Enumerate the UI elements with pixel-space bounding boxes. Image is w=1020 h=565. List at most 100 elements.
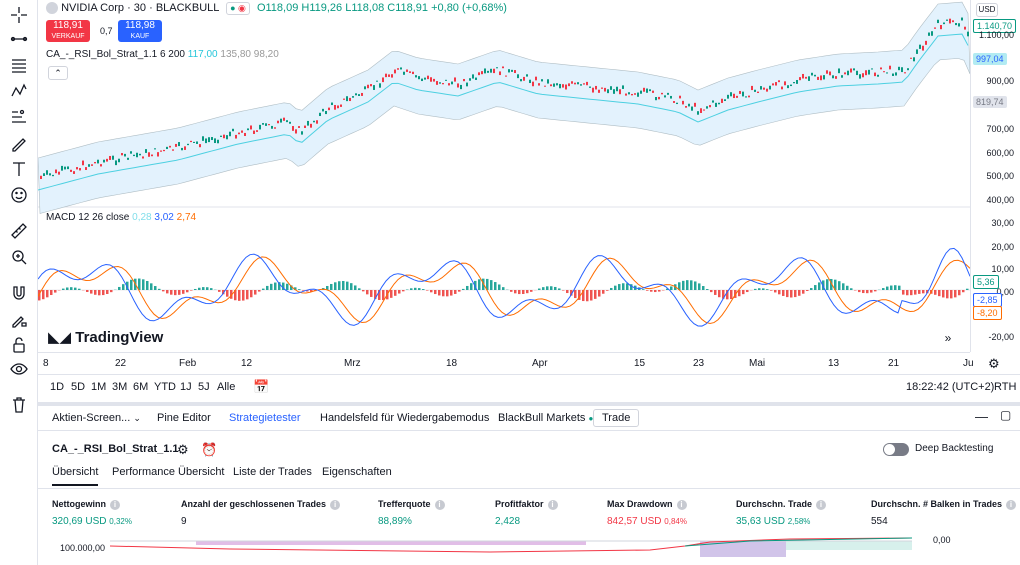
collapse-legend-button[interactable]: ⌃ <box>48 66 68 80</box>
macd-hist-bar <box>774 290 777 293</box>
alert-clock-icon[interactable]: ⏰ <box>201 442 218 457</box>
macd-hist-bar <box>330 283 333 290</box>
strategy-legend[interactable]: CA_-_RSI_Bol_Strat_1.1 6 200 117,00 135,… <box>46 49 279 60</box>
range-1m[interactable]: 1M <box>91 381 107 393</box>
macd-hist-bar <box>710 290 713 293</box>
info-icon[interactable]: i <box>676 499 687 510</box>
chart-settings-icon[interactable]: ⚙ <box>988 356 1000 371</box>
zoom-icon[interactable] <box>7 246 31 268</box>
candle <box>67 166 69 170</box>
macd-hist-bar <box>818 282 821 290</box>
info-icon[interactable]: i <box>330 499 341 510</box>
subtab-trades[interactable]: Liste der Trades <box>233 466 312 478</box>
macd-hist-bar <box>146 281 149 290</box>
subtab-performance[interactable]: Performance Übersicht <box>112 466 225 478</box>
tab-pine-editor[interactable]: Pine Editor <box>157 412 211 424</box>
symbol-name[interactable]: NVIDIA Corp · 30 · BLACKBULL <box>61 2 219 14</box>
range-3m[interactable]: 3M <box>112 381 128 393</box>
info-icon[interactable]: i <box>110 499 120 510</box>
candle <box>82 160 84 166</box>
minimize-panel-icon[interactable]: — <box>975 409 988 424</box>
candle <box>283 117 285 121</box>
range-ytd[interactable]: YTD <box>154 381 176 393</box>
trend-line-icon[interactable] <box>7 28 31 50</box>
market-status-badge[interactable]: ● ◉ <box>226 2 250 15</box>
macd-hist-bar <box>650 290 653 292</box>
candle <box>934 27 936 29</box>
stat-value: 842,57 USD <box>607 515 662 527</box>
price-label: 600,00 <box>986 148 1014 158</box>
sell-button[interactable]: 118,91 VERKAUF <box>46 20 90 42</box>
forecast-icon[interactable] <box>7 106 31 128</box>
range-5d[interactable]: 5D <box>71 381 86 393</box>
candle <box>895 72 897 76</box>
session-toggle[interactable]: RTH <box>994 381 1017 393</box>
time-label: 21 <box>888 358 900 369</box>
candle <box>340 104 342 107</box>
magnet-icon[interactable] <box>7 282 31 304</box>
price-scale[interactable]: USD 1.140,70 1.100,00 997,04 900,00 819,… <box>970 0 1020 352</box>
macd-hist-bar <box>458 290 461 292</box>
tab-replay-trading[interactable]: Handelsfeld für Wiedergabemodus <box>320 412 490 424</box>
date-range-calendar-icon[interactable]: 📅 <box>253 379 270 394</box>
emoji-icon[interactable] <box>7 184 31 206</box>
candle <box>301 131 303 135</box>
deep-backtesting-toggle[interactable] <box>883 443 909 456</box>
candle <box>220 135 222 137</box>
chart-pane[interactable]: NVIDIA Corp · 30 · BLACKBULL ● ◉ O118,09… <box>38 0 970 352</box>
tab-broker[interactable]: BlackBull Markets ● <box>498 412 593 424</box>
candle <box>145 149 147 153</box>
macd-hist-bar <box>762 288 765 290</box>
tab-screener[interactable]: Aktien-Screen... ⌄ <box>52 412 141 424</box>
candle <box>844 72 846 75</box>
time-label: 12 <box>241 358 253 369</box>
candle <box>103 159 105 163</box>
price-chart-canvas[interactable] <box>38 0 970 352</box>
candle <box>406 69 408 72</box>
crosshair-icon[interactable] <box>7 4 31 26</box>
macd-hist-bar <box>686 280 689 290</box>
macd-hist-bar <box>502 287 505 290</box>
tab-strategy-tester[interactable]: Strategietester <box>229 412 301 424</box>
subtab-properties[interactable]: Eigenschaften <box>322 466 392 478</box>
range-6m[interactable]: 6M <box>133 381 149 393</box>
clock[interactable]: 18:22:42 (UTC+2) <box>906 381 995 393</box>
text-icon[interactable] <box>7 158 31 180</box>
candle <box>643 87 645 92</box>
currency-selector[interactable]: USD <box>976 3 998 17</box>
macd-legend[interactable]: MACD 12 26 close 0,28 3,02 2,74 <box>46 212 196 223</box>
lock-icon[interactable] <box>7 334 31 356</box>
lock-pencil-icon[interactable] <box>7 308 31 330</box>
info-icon[interactable]: i <box>816 499 827 510</box>
ruler-icon[interactable] <box>7 220 31 242</box>
macd-hist-bar <box>130 279 133 290</box>
candle <box>241 130 243 133</box>
candle <box>193 141 195 143</box>
candle <box>397 68 399 70</box>
info-icon[interactable]: i <box>434 499 445 510</box>
scroll-right-icon[interactable]: » <box>944 331 952 345</box>
range-1j[interactable]: 1J <box>180 381 192 393</box>
buy-button[interactable]: 118,98 KAUF <box>118 20 162 42</box>
brush-icon[interactable] <box>7 132 31 154</box>
info-icon[interactable]: i <box>547 499 558 510</box>
fib-icon[interactable] <box>7 54 31 76</box>
time-axis[interactable]: 8 22 Feb 12 Mrz 18 Apr 15 23 Mai 13 21 J… <box>38 352 1000 374</box>
candle <box>373 85 375 90</box>
pattern-icon[interactable] <box>7 80 31 102</box>
subtab-overview[interactable]: Übersicht <box>52 466 99 486</box>
candle <box>697 111 699 115</box>
range-all[interactable]: Alle <box>217 381 236 393</box>
info-icon[interactable]: i <box>1006 499 1017 510</box>
settings-gear-icon[interactable]: ⚙ <box>177 442 189 457</box>
maximize-panel-icon[interactable]: ▢ <box>1000 408 1012 422</box>
eye-icon[interactable] <box>7 358 31 380</box>
equity-curve-chart[interactable] <box>110 536 920 565</box>
range-5j[interactable]: 5J <box>198 381 210 393</box>
range-1d[interactable]: 1D <box>50 381 65 393</box>
candle <box>889 65 891 70</box>
trade-button[interactable]: Trade <box>593 409 640 427</box>
macd-label: 20,00 <box>991 242 1014 252</box>
trash-icon[interactable] <box>7 394 31 416</box>
candle <box>835 76 837 79</box>
